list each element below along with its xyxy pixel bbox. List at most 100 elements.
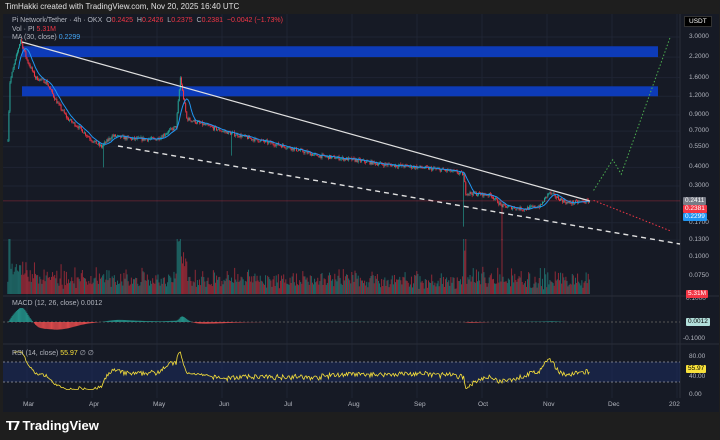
volume-bar	[369, 278, 371, 294]
candle-body	[278, 145, 280, 146]
candle-body	[486, 195, 488, 197]
macd-histogram-bar	[160, 321, 162, 322]
chart-area[interactable]: Pi Network/Tether · 4h · OKX O0.2425 H0.…	[3, 14, 719, 412]
macd-histogram-bar	[119, 319, 121, 322]
candle-body	[490, 194, 492, 197]
candle-body	[61, 109, 63, 111]
volume-bar	[562, 273, 564, 294]
volume-bar	[40, 279, 42, 294]
price-axis-tick: 0.5500	[689, 142, 709, 150]
candle-body	[55, 99, 57, 100]
volume-bar	[267, 275, 269, 294]
volume-bar	[49, 279, 51, 294]
candle-body	[319, 155, 321, 158]
macd-histogram-bar	[89, 322, 91, 324]
candle-body	[236, 133, 238, 136]
candle-body	[375, 163, 377, 165]
candle-body	[174, 126, 176, 127]
volume-bar	[239, 280, 241, 294]
ma-label: MA (30, close)	[12, 34, 57, 41]
macd-histogram-bar	[72, 322, 74, 328]
chart-canvas[interactable]	[3, 14, 719, 412]
candle-body	[95, 140, 97, 144]
macd-histogram-bar	[200, 322, 202, 324]
macd-histogram-bar	[80, 322, 82, 325]
candle-body	[212, 127, 214, 130]
candle-body	[179, 77, 181, 90]
volume-bar	[110, 286, 112, 294]
candle-body	[162, 134, 164, 138]
volume-bar	[390, 279, 392, 294]
candle-body	[273, 144, 275, 146]
volume-bar	[298, 285, 300, 294]
volume-bar	[471, 276, 473, 294]
volume-bar	[251, 276, 253, 294]
macd-histogram-bar	[130, 320, 132, 322]
volume-bar	[22, 261, 24, 294]
candle-body	[534, 205, 536, 208]
macd-histogram-bar	[159, 321, 161, 322]
macd-histogram-bar	[172, 320, 174, 322]
candle-body	[249, 135, 251, 139]
candle-body	[400, 164, 402, 166]
candle-body	[60, 105, 62, 110]
candle-body	[139, 137, 141, 139]
candle-body	[291, 147, 293, 150]
candle-body	[312, 154, 314, 156]
volume-bar	[278, 288, 280, 294]
candle-body	[498, 203, 500, 205]
volume-bar	[336, 281, 338, 294]
candle-body	[19, 44, 21, 49]
candle-body	[193, 120, 195, 122]
volume-bar	[79, 281, 81, 294]
currency-button[interactable]: USDT	[684, 16, 712, 27]
candle-body	[119, 135, 121, 136]
volume-bar	[426, 287, 428, 294]
volume-bar	[442, 276, 444, 294]
candle-body	[227, 131, 229, 135]
candle-body	[420, 165, 422, 168]
macd-histogram-bar	[127, 320, 129, 322]
candle-body	[439, 168, 441, 172]
tradingview-logo[interactable]: 𝗧𝟳 TradingView	[6, 418, 99, 433]
price-axis-tick: 1.6000	[689, 73, 709, 81]
macd-histogram-bar	[76, 322, 78, 326]
volume-bar	[461, 284, 463, 294]
rsi-axis-tick: 0.00	[689, 391, 702, 398]
macd-histogram-bar	[126, 320, 128, 322]
volume-bar	[11, 263, 13, 294]
volume-bar	[443, 286, 445, 294]
macd-histogram-bar	[143, 320, 145, 322]
candle-body	[417, 166, 419, 169]
volume-bar	[374, 276, 376, 294]
volume-bar	[323, 278, 325, 294]
candle-body	[141, 137, 143, 141]
candle-body	[565, 202, 567, 204]
volume-bar	[566, 280, 568, 294]
macd-histogram-bar	[48, 322, 50, 330]
volume-bar	[517, 278, 519, 294]
volume-bar	[181, 263, 183, 294]
volume-bar	[434, 282, 436, 294]
resistance-zone	[22, 46, 658, 58]
candle-body	[515, 208, 517, 210]
volume-bar	[563, 277, 565, 294]
candle-body	[168, 130, 170, 134]
price-axis-tick: 0.1300	[689, 236, 709, 244]
macd-histogram-bar	[202, 322, 204, 324]
volume-bar	[441, 283, 443, 294]
candle-body	[419, 165, 421, 168]
volume-bar	[209, 284, 211, 294]
volume-bar	[255, 281, 257, 294]
volume-bar	[543, 289, 545, 294]
candle-body	[376, 163, 378, 166]
macd-histogram-bar	[90, 322, 92, 324]
macd-histogram-bar	[16, 310, 18, 322]
volume-bar	[284, 282, 286, 294]
volume-bar	[552, 283, 554, 294]
macd-histogram-bar	[237, 322, 239, 323]
volume-bar	[507, 278, 509, 294]
macd-histogram-bar	[37, 322, 39, 327]
macd-histogram-bar	[79, 322, 81, 326]
candle-body	[396, 165, 398, 167]
